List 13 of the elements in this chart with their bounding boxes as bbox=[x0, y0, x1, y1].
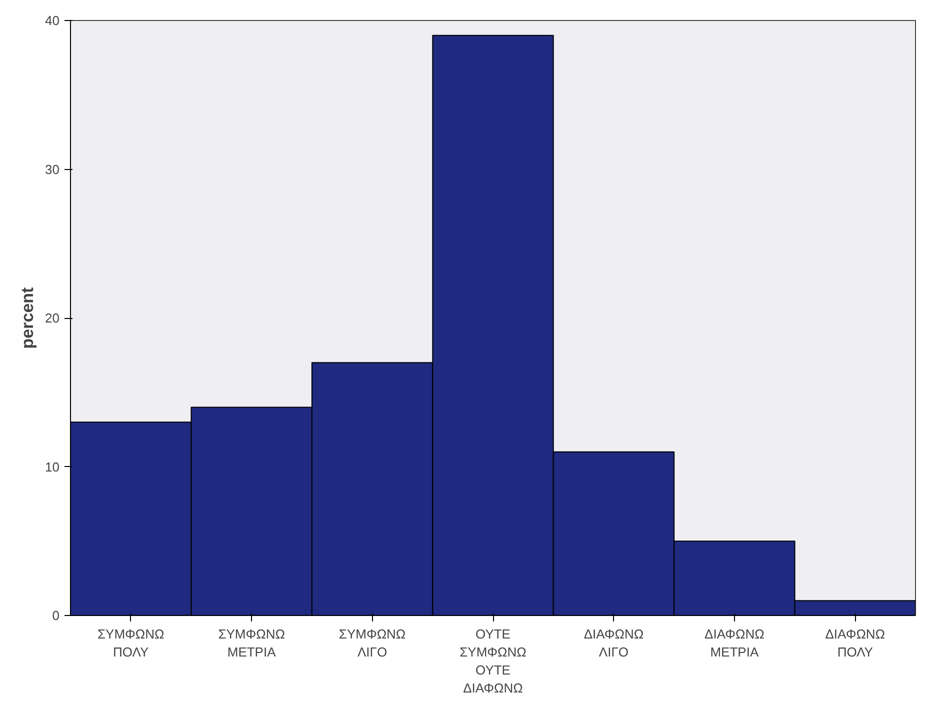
y-tick-label: 20 bbox=[45, 310, 60, 326]
x-tick-label: ΟΥΤΕ ΣΥΜΦΩΝΩ ΟΥΤΕ ΔΙΑΦΩΝΩ bbox=[460, 626, 527, 696]
x-tick-label: ΔΙΑΦΩΝΩ ΜΕΤΡΙΑ bbox=[704, 626, 765, 660]
x-tick-label: ΔΙΑΦΩΝΩ ΛΙΓΟ bbox=[584, 626, 644, 660]
y-axis-title: percent bbox=[18, 286, 38, 349]
x-tick-label: ΣΥΜΦΩΝΩ ΠΟΛΥ bbox=[97, 626, 165, 660]
y-tick-label: 0 bbox=[52, 608, 60, 623]
y-tick-label: 10 bbox=[45, 459, 60, 474]
y-tick-label: 40 bbox=[45, 13, 60, 28]
x-tick-label: ΔΙΑΦΩΝΩ ΠΟΛΥ bbox=[825, 626, 886, 660]
y-tick-label: 30 bbox=[45, 162, 60, 177]
x-tick-label: ΣΥΜΦΩΝΩ ΜΕΤΡΙΑ bbox=[218, 626, 286, 660]
x-tick-label: ΣΥΜΦΩΝΩ ΛΙΓΟ bbox=[338, 626, 406, 660]
